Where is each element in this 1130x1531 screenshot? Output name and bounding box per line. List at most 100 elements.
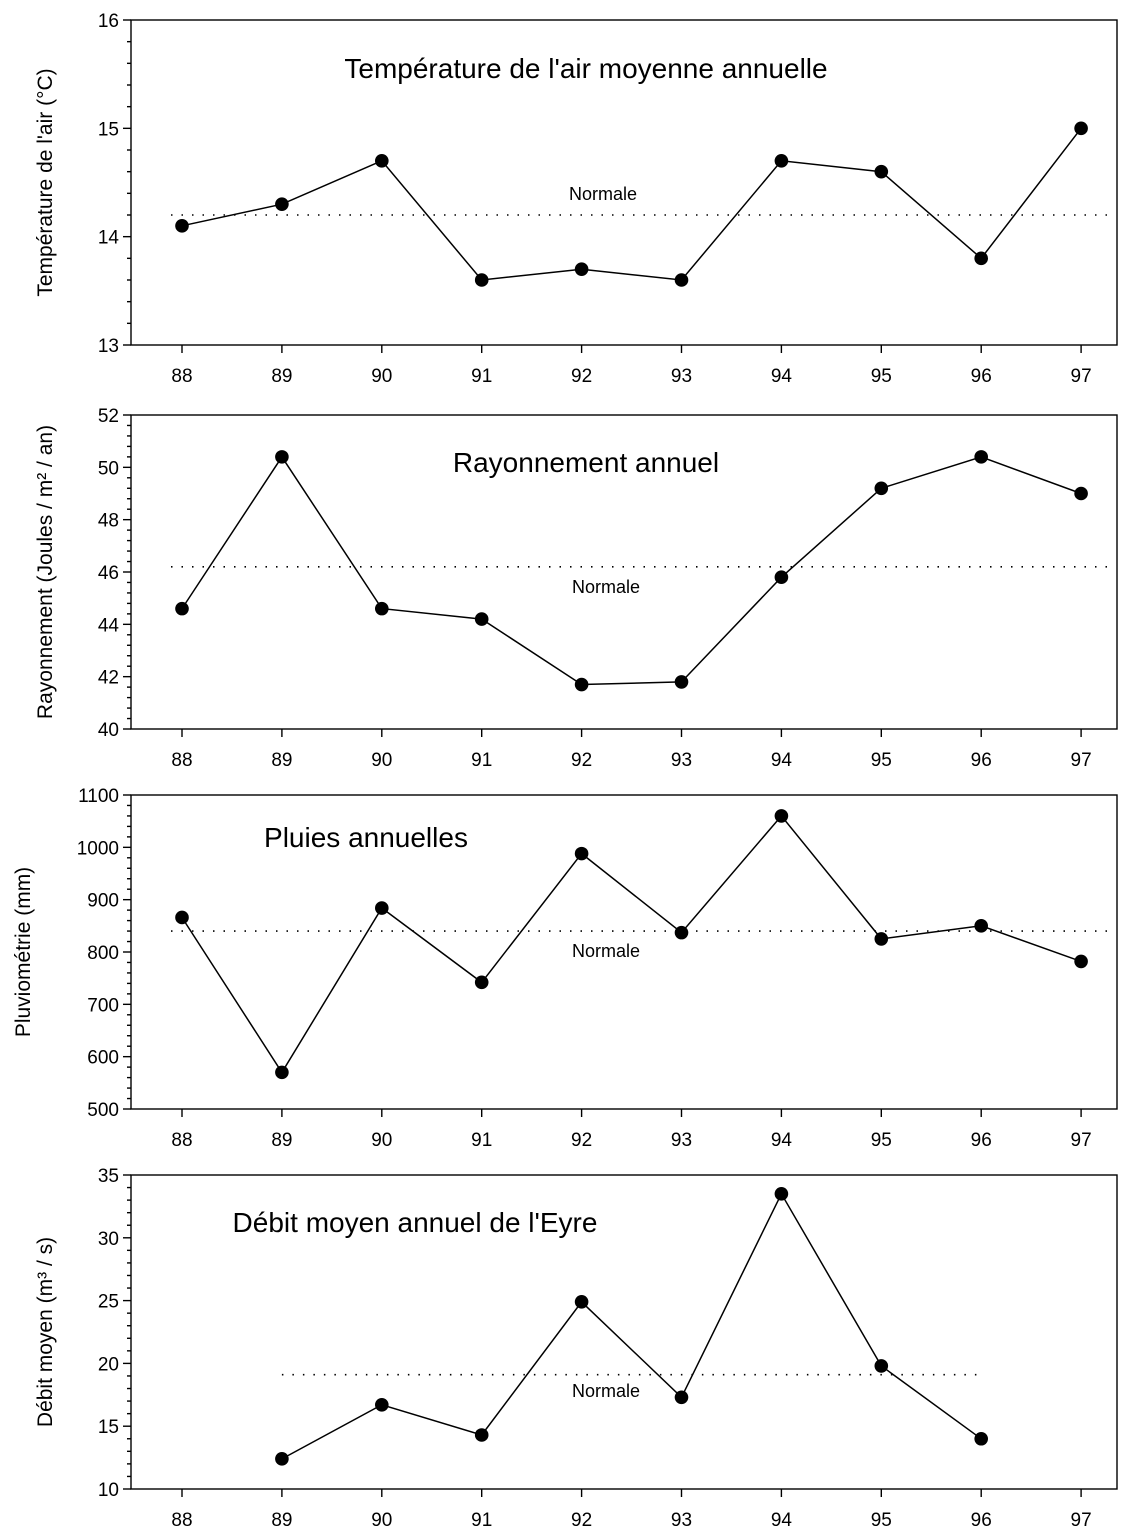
normal-label: Normale <box>572 941 640 961</box>
x-tick-label: 95 <box>871 750 892 771</box>
data-point <box>1074 486 1088 501</box>
y-tick-label: 14 <box>98 228 120 249</box>
data-point <box>275 1065 289 1080</box>
y-axis-label: Rayonnement (Joules / m² / an) <box>34 425 57 719</box>
y-tick-label: 42 <box>98 668 119 689</box>
x-tick-label: 97 <box>1071 750 1092 771</box>
data-point <box>574 1295 589 1309</box>
x-tick-label: 90 <box>371 750 392 771</box>
data-point <box>375 154 389 168</box>
y-tick-label: 600 <box>87 1048 119 1069</box>
y-tick-label: 1100 <box>78 786 119 807</box>
plot-frame <box>130 1174 1118 1490</box>
data-point <box>674 1390 689 1405</box>
series-line <box>181 127 1082 281</box>
x-tick-label: 95 <box>871 1510 892 1531</box>
x-tick-label: 91 <box>471 1510 492 1531</box>
y-tick-label: 13 <box>98 336 119 357</box>
y-tick-label: 700 <box>87 995 119 1016</box>
x-tick-label: 92 <box>571 366 592 387</box>
x-tick-label: 97 <box>1071 1130 1092 1151</box>
x-tick-label: 89 <box>271 1130 292 1151</box>
data-point <box>574 677 589 692</box>
data-point <box>574 846 589 861</box>
data-point <box>474 273 489 287</box>
data-point <box>974 1431 988 1446</box>
chart-title: Pluies annuelles <box>264 822 468 853</box>
y-tick-label: 50 <box>98 458 119 479</box>
y-tick-label: 15 <box>98 1417 119 1438</box>
chart-panel-2: 40 42 44 46 48 50 52 88 89 90 91 92 93 94 95 96 97 Normal… <box>34 406 1118 771</box>
y-tick-label: 10 <box>98 1480 119 1501</box>
data-point <box>674 273 689 287</box>
data-point <box>974 919 988 933</box>
data-point <box>774 570 789 585</box>
x-tick-label: 90 <box>371 1510 392 1531</box>
x-tick-label: 92 <box>571 1510 592 1531</box>
x-tick-label: 95 <box>871 366 892 387</box>
x-tick-label: 95 <box>871 1130 892 1151</box>
y-axis-label: Débit moyen (m³ / s) <box>34 1237 57 1427</box>
x-tick-label: 90 <box>371 366 392 387</box>
x-tick-label: 91 <box>471 750 492 771</box>
series-line <box>281 1192 982 1460</box>
x-tick-label: 93 <box>671 366 692 387</box>
x-tick-label: 89 <box>271 366 292 387</box>
data-point <box>774 154 789 168</box>
x-tick-label: 91 <box>471 1130 492 1151</box>
data-point <box>375 901 389 915</box>
x-tick-label: 93 <box>671 1130 692 1151</box>
x-tick-label: 96 <box>971 750 992 771</box>
x-tick-label: 94 <box>771 1130 793 1151</box>
y-tick-label: 800 <box>87 943 119 964</box>
x-tick-label: 89 <box>271 1510 292 1531</box>
x-tick-label: 88 <box>171 750 192 771</box>
y-tick-label: 16 <box>98 11 119 32</box>
data-point <box>175 910 189 925</box>
y-tick-label: 900 <box>87 891 119 912</box>
x-tick-label: 88 <box>171 1510 192 1531</box>
data-point <box>474 1428 489 1442</box>
y-tick-label: 1000 <box>77 838 119 859</box>
data-point <box>175 601 189 616</box>
x-tick-label: 88 <box>171 366 192 387</box>
x-tick-label: 92 <box>571 750 592 771</box>
x-tick-label: 96 <box>971 1510 992 1531</box>
data-point <box>375 601 389 616</box>
y-tick-label: 52 <box>98 406 119 427</box>
y-tick-label: 35 <box>98 1166 119 1187</box>
x-tick-label: 92 <box>571 1130 592 1151</box>
x-tick-label: 97 <box>1071 1510 1092 1531</box>
data-point <box>175 219 189 233</box>
chart-title: Rayonnement annuel <box>453 447 719 478</box>
data-point <box>1074 954 1088 969</box>
data-point <box>774 809 789 823</box>
series-line <box>181 814 1082 1074</box>
chart-title: Température de l'air moyenne annuelle <box>344 53 827 84</box>
data-point <box>974 251 988 266</box>
data-point <box>774 1187 789 1201</box>
x-tick-label: 93 <box>671 750 692 771</box>
data-point <box>375 1398 389 1412</box>
y-tick-label: 44 <box>98 615 120 636</box>
x-tick-label: 93 <box>671 1510 692 1531</box>
y-axis-label: Pluviométrie (mm) <box>12 867 35 1037</box>
data-point <box>874 1359 889 1373</box>
x-tick-label: 90 <box>371 1130 392 1151</box>
chart-panel-3: 500 600 700 800 900 1000 1100 88 89 90 91 92 93 94 95 9… <box>12 786 1118 1151</box>
y-tick-label: 48 <box>98 511 119 532</box>
data-point <box>275 450 289 464</box>
y-tick-label: 20 <box>98 1354 119 1375</box>
chart-title: Débit moyen annuel de l'Eyre <box>233 1207 598 1238</box>
x-tick-label: 96 <box>971 366 992 387</box>
chart-panel-1: 13 14 15 16 88 89 90 91 92 93 94 95 96 97 Normale Tempé… <box>34 11 1118 387</box>
x-tick-label: 94 <box>771 750 793 771</box>
data-point <box>275 1452 289 1466</box>
data-point <box>674 925 689 940</box>
y-tick-label: 15 <box>98 119 119 140</box>
plot-frame <box>130 19 1118 346</box>
data-point <box>574 262 589 276</box>
data-point <box>874 932 889 946</box>
y-tick-label: 500 <box>87 1100 119 1121</box>
